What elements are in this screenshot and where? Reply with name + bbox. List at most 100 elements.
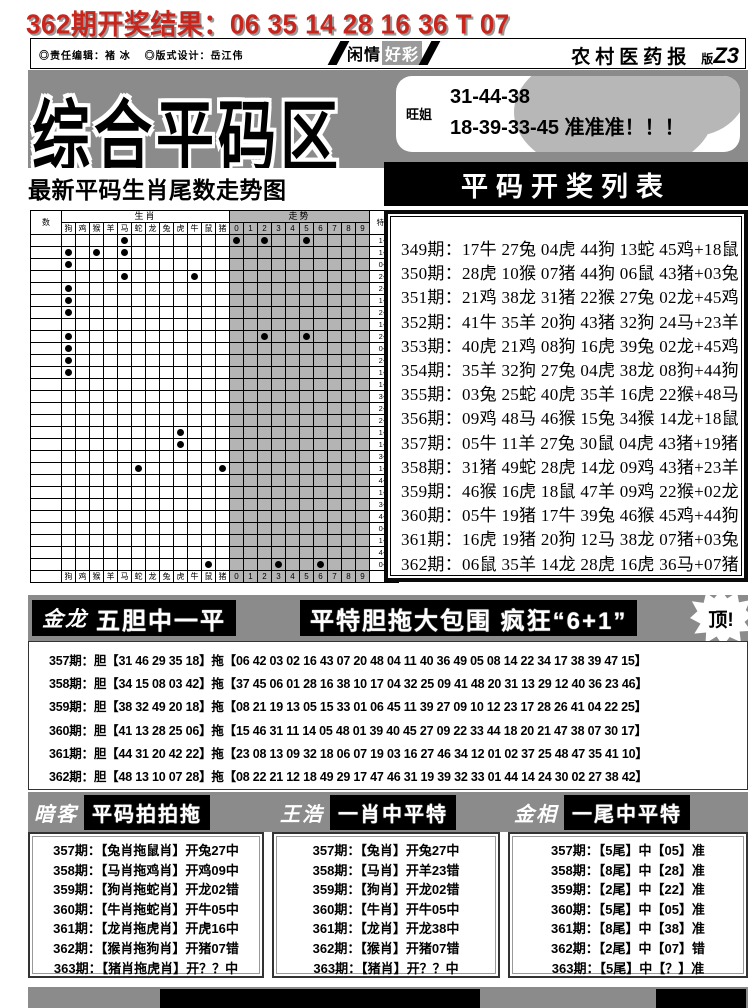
zodiac-cell [89,258,104,271]
zodiac-cell [103,390,118,403]
zodiac-footer-cell: 猴 [89,570,104,583]
zodiac-cell [131,390,146,403]
chart-row: 1-2 [30,378,399,391]
zodiac-cell [75,270,90,283]
zodiac-trend-table: 数生肖走势特码狗鸡猴羊马蛇龙兔虎牛鼠猪01234567891-41-60-12-… [30,210,399,583]
digit-cell [299,282,314,295]
zodiac-cell [187,450,202,463]
zodiac-cell [103,414,118,427]
zodiac-cell [61,546,76,559]
tip-author-3: 金相 [514,803,558,826]
zodiac-cell [215,342,230,355]
digit-cell [285,246,300,259]
zodiac-cell [117,342,132,355]
zodiac-cell [201,342,216,355]
chart-row: 2-3 [30,414,399,427]
zodiac-cell [187,270,202,283]
digit-cell [257,558,272,571]
dot-marker [65,356,72,364]
tip-column-rows-3: 357期：【5尾】中【05】准 358期：【8尾】中【28】准 359期：【2尾】中… [510,841,746,978]
chart-row: 1-9 [30,426,399,439]
zodiac-cell [89,366,104,379]
zodiac-cell [75,366,90,379]
number-cell [30,486,62,499]
digit-cell [271,402,286,415]
digit-cell [327,234,342,247]
digit-cell [257,366,272,379]
digit-cell [341,282,356,295]
chart-row: 1-4 [30,366,399,379]
zodiac-cell [131,306,146,319]
zodiac-cell [89,318,104,331]
zodiac-cell [159,438,174,451]
digit-cell [327,282,342,295]
zodiac-cell [75,426,90,439]
zodiac-cell [201,246,216,259]
number-cell [30,318,62,331]
digit-cell [327,342,342,355]
zodiac-cell [215,426,230,439]
burst-text: 顶! [708,609,734,631]
zodiac-cell [215,234,230,247]
zodiac-cell [145,390,160,403]
tip-line-2: 18-39-33-45 准准准！！！ [450,117,685,139]
digit-cell [229,498,244,511]
tipster-name: 旺姐 [406,107,433,122]
digit-cell [257,426,272,439]
digit-cell [271,270,286,283]
digit-cell [341,546,356,559]
zodiac-cell [159,510,174,523]
zodiac-cell [159,426,174,439]
chart-row: 1-5 [30,438,399,451]
result-row: 350期：28虎 10猴 07猪 44狗 06鼠 43猪+03兔 [401,264,739,284]
digit-footer-cell: 3 [271,570,286,583]
zodiac-footer-cell: 马 [117,570,132,583]
digit-cell [299,354,314,367]
zodiac-cell [75,246,90,259]
tipster-numbers: 31-44-38 18-39-33-45 准准准！！！ [450,82,685,144]
zodiac-cell [145,474,160,487]
zodiac-cell [187,558,202,571]
zodiac-cell [159,558,174,571]
zodiac-cell [173,354,188,367]
zodiac-cell [159,498,174,511]
zodiac-cell [131,294,146,307]
digit-cell [299,366,314,379]
dot-marker [219,464,226,472]
zodiac-cell [61,342,76,355]
zodiac-cell [61,486,76,499]
zodiac-cell [215,462,230,475]
digit-cell [355,546,370,559]
zodiac-cell [159,318,174,331]
zodiac-cell [173,306,188,319]
digit-cell [285,402,300,415]
zodiac-cell [131,486,146,499]
zodiac-cell [103,558,118,571]
digit-cell [299,414,314,427]
chart-row: 0-1 [30,258,399,271]
digit-cell [355,342,370,355]
digit-cell [243,438,258,451]
digit-cell [285,438,300,451]
zodiac-cell [187,510,202,523]
digit-cell [257,246,272,259]
digit-cell [299,450,314,463]
digit-cell [285,318,300,331]
zodiac-cell [61,414,76,427]
zodiac-cell [117,450,132,463]
zodiac-cell [187,330,202,343]
zodiac-cell [215,450,230,463]
digit-cell [313,390,328,403]
zodiac-cell [173,402,188,415]
edition-code: Z3 [713,43,739,68]
digit-cell [271,486,286,499]
digit-cell [327,498,342,511]
digit-cell [257,534,272,547]
zodiac-cell [131,246,146,259]
group-header-trend: 走势 [229,210,370,223]
digit-cell [257,282,272,295]
zodiac-col-header: 鼠 [201,222,216,235]
digit-cell [313,342,328,355]
digit-cell [243,318,258,331]
